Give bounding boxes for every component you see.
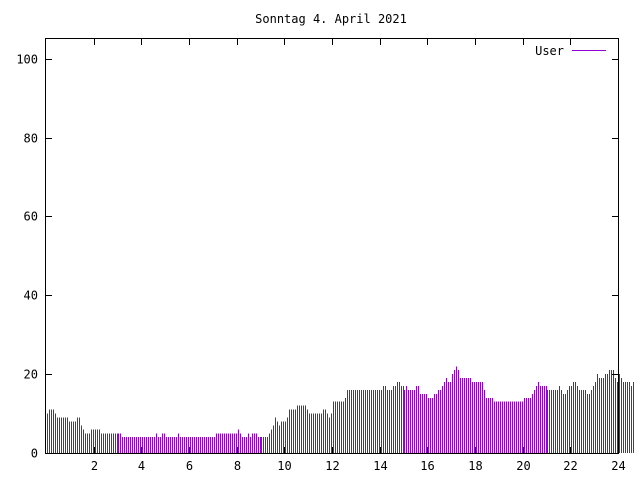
- x-tick-label-8: 18: [468, 459, 482, 473]
- plot-frame: [45, 38, 619, 454]
- x-tick-label-10: 22: [563, 459, 577, 473]
- y-tick-label-5: 100: [16, 53, 38, 67]
- y-tick-label-1: 20: [24, 368, 38, 382]
- y-tick-label-2: 40: [24, 289, 38, 303]
- x-tick-label-11: 24: [611, 459, 625, 473]
- x-tick-label-4: 10: [277, 459, 291, 473]
- x-tick-label-1: 4: [138, 459, 145, 473]
- x-tick-label-7: 16: [420, 459, 434, 473]
- x-tick-label-5: 12: [325, 459, 339, 473]
- x-tick-label-9: 20: [516, 459, 530, 473]
- y-tick-label-3: 60: [24, 210, 38, 224]
- y-tick-label-0: 0: [31, 447, 38, 461]
- y-tick-label-4: 80: [24, 132, 38, 146]
- legend: User: [535, 44, 606, 58]
- x-axis: 2 4 6 8 10 12 14 16 18 20 22 24: [91, 39, 626, 473]
- y-axis: 0 20 40 60 80 100: [16, 53, 618, 461]
- x-tick-label-0: 2: [91, 459, 98, 473]
- chart-title: Sonntag 4. April 2021: [255, 12, 407, 26]
- x-tick-label-6: 14: [373, 459, 387, 473]
- x-tick-label-3: 8: [234, 459, 241, 473]
- x-tick-label-2: 6: [186, 459, 193, 473]
- bar-series: [47, 366, 634, 453]
- legend-label-user: User: [535, 44, 564, 58]
